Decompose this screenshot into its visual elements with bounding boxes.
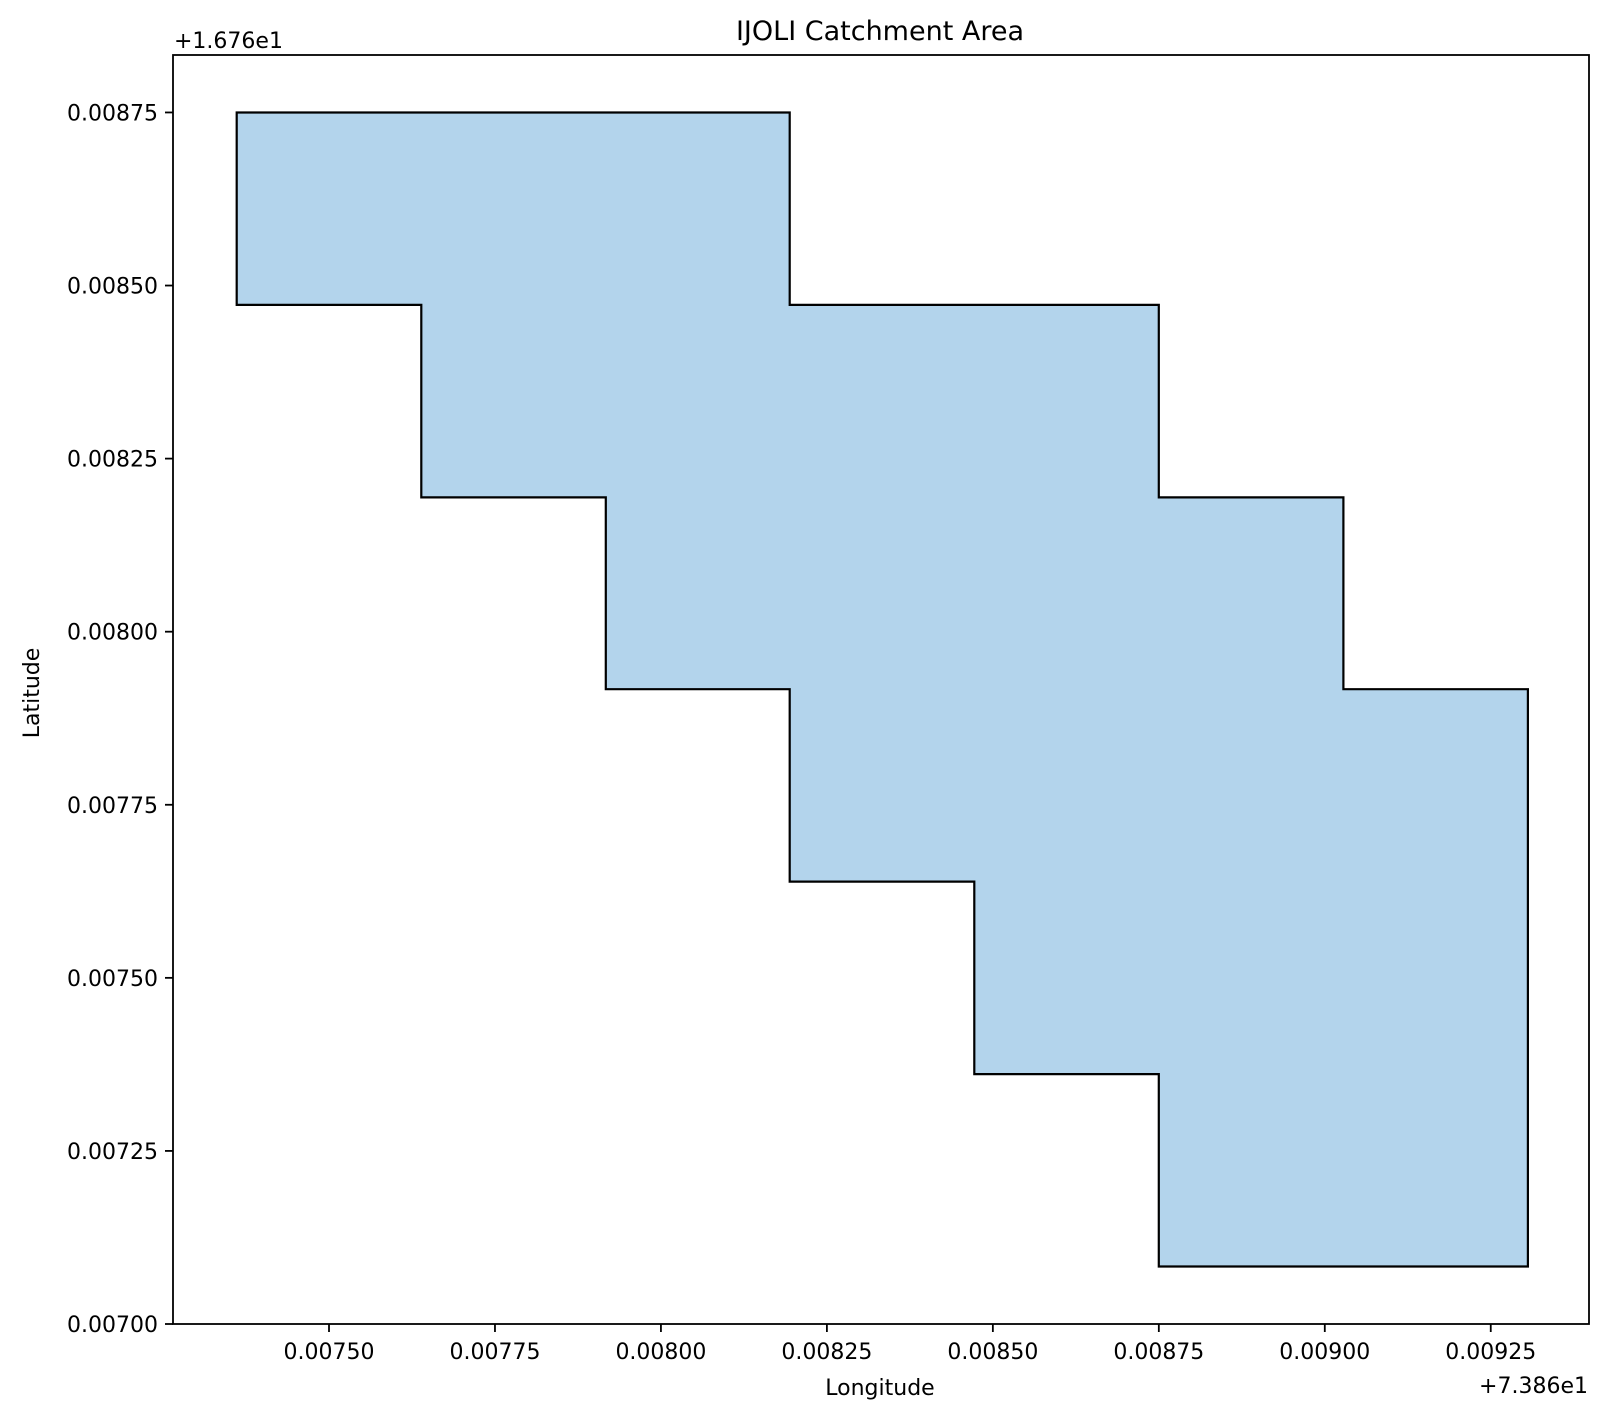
- x-tick-label: 0.00825: [781, 1340, 872, 1365]
- y-axis-ticks: 0.00700 0.00725 0.00750 0.00775 0.00800 0.008…: [67, 101, 173, 1338]
- chart-title: IJOLI Catchment Area: [736, 16, 1024, 47]
- x-offset-label: +7.386e1: [1479, 1374, 1588, 1399]
- y-tick-label: 0.00800: [67, 621, 158, 646]
- x-tick-label: 0.00850: [947, 1340, 1038, 1365]
- y-tick-label: 0.00875: [67, 101, 158, 126]
- x-tick-label: 0.00925: [1445, 1340, 1536, 1365]
- x-axis-title: Longitude: [825, 1376, 934, 1401]
- plot-area: [172, 54, 1590, 1325]
- y-tick-label: 0.00850: [67, 275, 158, 300]
- y-tick-label: 0.00700: [67, 1313, 158, 1338]
- y-tick-label: 0.00725: [67, 1140, 158, 1165]
- catchment-polygon: [235, 111, 1530, 1268]
- x-tick-label: 0.00750: [284, 1340, 375, 1365]
- y-tick-label: 0.00775: [67, 794, 158, 819]
- axes-frame: [172, 54, 1590, 1325]
- x-axis-ticks: 0.00750 0.00775 0.00800 0.00825 0.00850 0.008…: [284, 1324, 1536, 1365]
- x-tick-label: 0.00775: [449, 1340, 540, 1365]
- x-tick-label: 0.00875: [1113, 1340, 1204, 1365]
- y-tick-label: 0.00825: [67, 448, 158, 473]
- x-tick-label: 0.00800: [615, 1340, 706, 1365]
- y-offset-label: +1.676e1: [174, 29, 283, 54]
- y-axis-title: Latitude: [20, 648, 45, 739]
- x-tick-label: 0.00900: [1279, 1340, 1370, 1365]
- y-tick-label: 0.00750: [67, 967, 158, 992]
